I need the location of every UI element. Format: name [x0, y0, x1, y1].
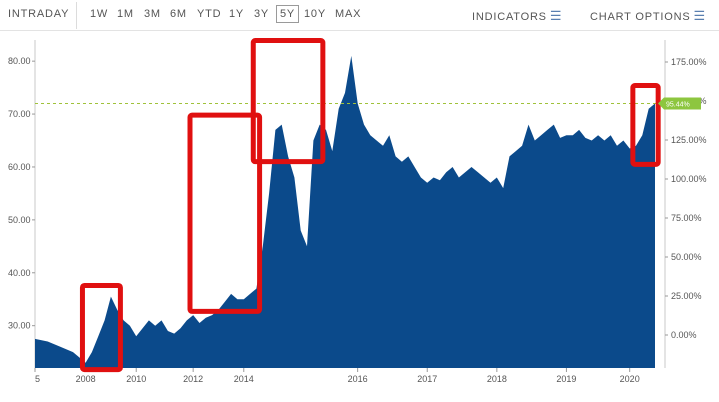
left-axis: 30.00 40.00 50.00 60.00 70.00 80.00 [8, 56, 35, 331]
toolbar-divider [76, 2, 77, 29]
indicators-label: INDICATORS [472, 11, 547, 23]
x-tick-label: 5 [35, 374, 40, 384]
left-tick-label: 40.00 [8, 268, 31, 278]
left-tick-label: 70.00 [8, 109, 31, 119]
highlight-box [79, 282, 123, 373]
right-tick-label: 125.00% [671, 135, 707, 145]
x-tick-label: 2014 [234, 374, 254, 384]
range-ytd-button[interactable]: YTD [197, 8, 222, 20]
range-3m-button[interactable]: 3M [144, 8, 161, 20]
x-tick-label: 2010 [126, 374, 146, 384]
intraday-button[interactable]: INTRADAY [8, 8, 70, 20]
toolbar: INTRADAY 1W 1M 3M 6M YTD 1Y 3Y 5Y 10Y MA… [0, 0, 719, 31]
x-axis: 5 2008 2010 2012 2014 2016 2017 2018 2019 2020 [34, 368, 640, 384]
last-value-badge-shape [658, 97, 701, 110]
price-chart: 30.00 40.00 50.00 60.00 70.00 80.00 0.00% 25.0… [8, 38, 707, 384]
x-tick-label: 2019 [556, 374, 576, 384]
chart-options-button[interactable]: CHART OPTIONS ☰ [590, 8, 706, 24]
indicators-button[interactable]: INDICATORS ☰ [472, 8, 562, 24]
menu-icon: ☰ [693, 8, 706, 23]
range-max-button[interactable]: MAX [335, 8, 362, 20]
last-value-label: 95.44% [666, 101, 690, 108]
highlight-box [630, 82, 661, 167]
highlight-box [250, 38, 326, 165]
right-tick-label: 175.00% [671, 57, 707, 67]
range-3y-button[interactable]: 3Y [254, 8, 270, 20]
highlight-boxes [79, 38, 661, 373]
left-tick-label: 50.00 [8, 215, 31, 225]
menu-icon: ☰ [549, 8, 563, 23]
right-tick-label: 0.00% [671, 330, 697, 340]
left-tick-label: 30.00 [8, 321, 31, 331]
x-tick-label: 2016 [348, 374, 368, 384]
left-tick-label: 60.00 [8, 162, 31, 172]
chart-options-label: CHART OPTIONS [590, 11, 691, 23]
range-1m-button[interactable]: 1M [117, 8, 134, 20]
x-tick-label: 2012 [183, 374, 203, 384]
x-tick-label: 2018 [487, 374, 507, 384]
range-1w-button[interactable]: 1W [90, 8, 109, 20]
last-value-badge: 95.44% [658, 97, 701, 110]
left-tick-label: 80.00 [8, 56, 31, 66]
x-tick-label: 2008 [76, 374, 96, 384]
range-10y-button[interactable]: 10Y [304, 8, 326, 20]
price-area [35, 55, 655, 369]
right-tick-label: 100.00% [671, 174, 707, 184]
highlight-box [187, 112, 263, 314]
price-area-series [35, 55, 655, 369]
right-tick-label: 75.00% [671, 213, 702, 223]
gridlines [34, 40, 666, 368]
range-5y-button[interactable]: 5Y [276, 5, 300, 23]
range-1y-button[interactable]: 1Y [229, 8, 245, 20]
right-tick-label: 50.00% [671, 252, 702, 262]
range-6m-button[interactable]: 6M [170, 8, 187, 20]
right-tick-label: 25.00% [671, 291, 702, 301]
x-tick-label: 2020 [620, 374, 640, 384]
x-tick-label: 2017 [417, 374, 437, 384]
